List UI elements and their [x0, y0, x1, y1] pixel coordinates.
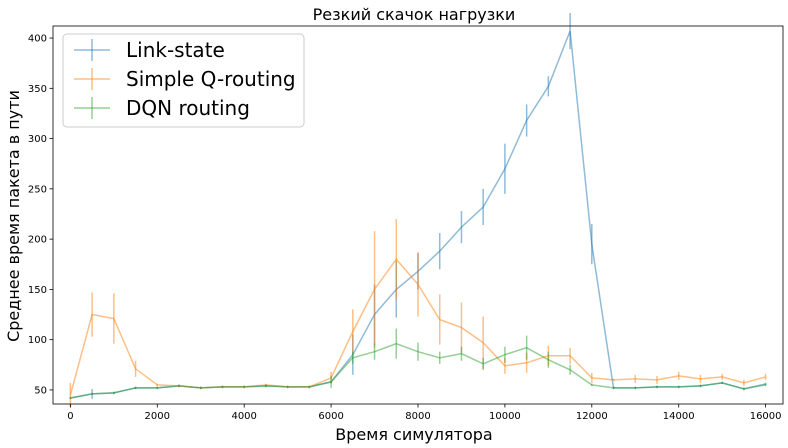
y-tick-label: 300: [28, 134, 47, 145]
series-1: [69, 219, 767, 408]
x-tick-label: 10000: [489, 411, 521, 422]
y-tick-label: 250: [28, 184, 47, 195]
y-tick-label: 100: [28, 335, 47, 346]
legend-item: DQN routing: [74, 96, 250, 120]
chart-title: Резкий скачок нагрузки: [313, 5, 516, 24]
series-2: [69, 328, 767, 400]
legend-label: DQN routing: [126, 96, 250, 120]
axes: 0 2000 4000 6000 8000 10000 12000 14000 16000 50 1…: [28, 25, 784, 422]
x-tick-label: 0: [67, 411, 73, 422]
x-tick-label: 6000: [318, 411, 343, 422]
x-tick-label: 4000: [231, 411, 256, 422]
x-tick-label: 14000: [663, 411, 695, 422]
x-tick-label: 12000: [576, 411, 608, 422]
x-tick-label: 8000: [405, 411, 430, 422]
y-tick-label: 400: [28, 34, 47, 45]
x-axis-label: Время симулятора: [335, 425, 492, 444]
legend-label: Link-state: [126, 38, 225, 62]
x-tick-label: 2000: [145, 411, 170, 422]
legend: Link-state Simple Q-routing DQN routing: [62, 33, 305, 128]
legend-label: Simple Q-routing: [126, 67, 296, 91]
legend-box: [62, 33, 305, 128]
legend-item: Simple Q-routing: [74, 67, 296, 91]
y-tick-label: 350: [28, 84, 47, 95]
y-tick-label: 50: [34, 385, 47, 396]
y-tick-label: 200: [28, 235, 47, 246]
plot-area: [69, 12, 767, 408]
y-tick-label: 150: [28, 285, 47, 296]
legend-item: Link-state: [74, 38, 225, 62]
y-axis-label: Среднее время пакета в пути: [4, 90, 23, 342]
x-tick-label: 16000: [750, 411, 782, 422]
